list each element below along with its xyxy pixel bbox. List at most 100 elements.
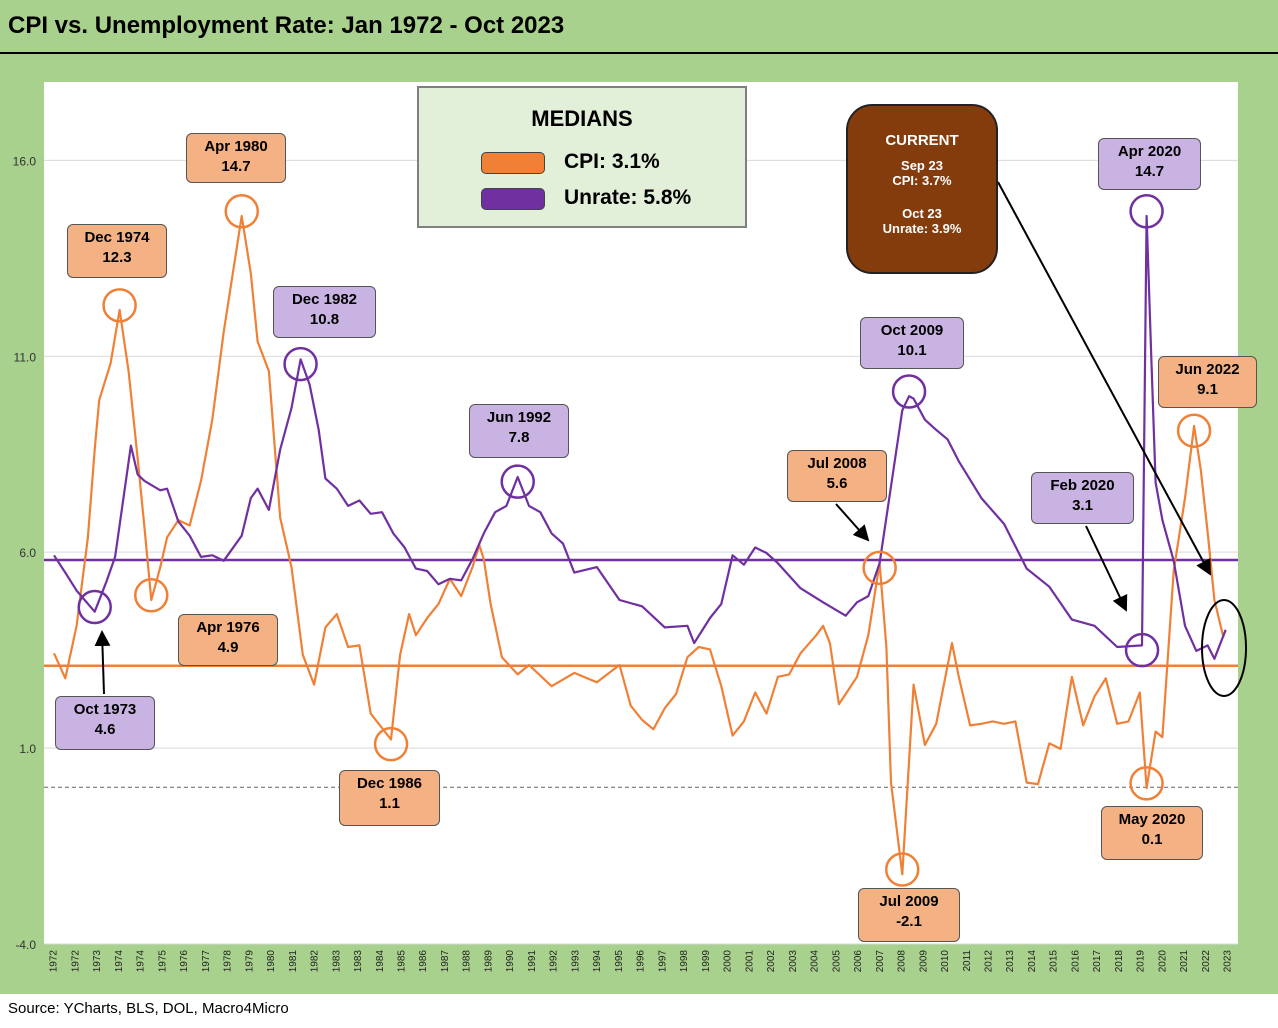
unrate-median-label: Unrate: 5.8% [564, 186, 692, 209]
callout-oct1973: Oct 1973 4.6 [55, 696, 155, 750]
unrate-line [53, 214, 1227, 660]
callout-value: 10.8 [309, 311, 340, 328]
x-tick-label: 1976 [179, 950, 190, 973]
x-tick-label: 1999 [701, 950, 712, 973]
x-tick-label: 2016 [1070, 950, 1081, 973]
current-unrate-value: Unrate: 3.9% [882, 221, 962, 236]
x-tick-label: 2013 [1005, 950, 1016, 973]
x-tick-label: 2017 [1092, 950, 1103, 973]
cpi-median-label: CPI: 3.1% [564, 150, 660, 173]
x-tick-label: 1982 [310, 950, 321, 973]
callout-may2020: May 2020 0.1 [1101, 806, 1203, 860]
x-tick-label: 1991 [527, 950, 538, 973]
callout-date: Feb 2020 [1050, 477, 1115, 494]
chart-frame: 16.0 11.0 6.0 1.0 -4.0 1972 1972 1973 1974 1974 19… [0, 54, 1278, 994]
peak-circle-dec1974 [102, 288, 137, 323]
peak-circle-oct1973 [77, 589, 112, 625]
x-tick-label: 1994 [592, 950, 603, 973]
x-tick-label: 2000 [723, 950, 734, 973]
unrate-swatch [481, 188, 545, 210]
x-tick-label: 1995 [614, 950, 625, 973]
x-tick-label: 1972 [49, 950, 60, 973]
callout-dec1982: Dec 1982 10.8 [273, 286, 376, 338]
arrow-current [997, 181, 1211, 576]
callout-value: 10.1 [897, 342, 927, 359]
x-tick-label: 2021 [1179, 950, 1190, 973]
callout-date: Jul 2008 [807, 455, 867, 472]
callout-value: 14.7 [1134, 163, 1165, 180]
x-tick-label: 2006 [853, 950, 864, 973]
y-tick-label: 6.0 [19, 546, 36, 560]
x-tick-label: 1996 [636, 950, 647, 973]
peak-circle-jul2009 [885, 852, 920, 887]
current-cpi-date: Sep 23 [901, 158, 943, 173]
x-tick-label: 1992 [549, 950, 560, 973]
cpi-line [52, 214, 1225, 876]
arrow-feb2020 [1085, 525, 1128, 612]
peak-circle-jun2022 [1176, 413, 1212, 448]
callout-apr1980: Apr 1980 14.7 [186, 133, 286, 183]
y-tick-label: 11.0 [14, 350, 37, 364]
y-tick-label: 1.0 [19, 742, 36, 756]
callout-dec1974: Dec 1974 12.3 [67, 224, 167, 278]
peak-circle-dec1986 [373, 726, 409, 762]
callout-feb2020: Feb 2020 3.1 [1031, 472, 1134, 524]
callout-jun1992: Jun 1992 7.8 [469, 404, 569, 458]
x-tick-label: 1988 [462, 950, 473, 973]
x-tick-label: 1990 [505, 950, 516, 973]
callout-date: Dec 1986 [356, 775, 423, 792]
x-tick-label: 2012 [983, 950, 994, 973]
x-tick-label: 1981 [288, 950, 299, 973]
x-tick-label: 2022 [1201, 950, 1212, 973]
callout-apr2020: Apr 2020 14.7 [1098, 138, 1201, 190]
x-tick-label: 2011 [962, 950, 973, 972]
x-tick-label: 2007 [875, 950, 886, 973]
callout-value: 0.1 [1141, 831, 1163, 848]
callout-value: 5.6 [826, 475, 848, 492]
peak-circle-oct2009 [891, 374, 927, 409]
peak-circle-feb2020 [1124, 632, 1160, 668]
current-cpi-value: CPI: 3.7% [892, 173, 952, 188]
x-tick-label: 1980 [266, 950, 277, 973]
callout-jul2009: Jul 2009 -2.1 [858, 888, 960, 942]
callout-value: 4.9 [217, 639, 239, 656]
peak-circle-apr1980 [224, 194, 259, 229]
x-tick-label: 2003 [788, 950, 799, 973]
x-tick-label: 1989 [483, 950, 494, 973]
x-tick-label: 2005 [831, 950, 842, 973]
x-tick-label: 2015 [1049, 950, 1060, 973]
callout-value: 7.8 [508, 429, 530, 446]
peak-circle-apr2020 [1129, 194, 1164, 229]
medians-title: MEDIANS [531, 106, 633, 131]
arrow-jul2008 [835, 503, 870, 542]
x-tick-label: 1977 [201, 950, 212, 973]
callout-value: 4.6 [94, 721, 116, 738]
x-tick-label: 1983 [353, 950, 364, 973]
callout-dec1986: Dec 1986 1.1 [339, 770, 440, 826]
callout-jun2022: Jun 2022 9.1 [1158, 356, 1257, 408]
y-tick-label: -4.0 [15, 938, 36, 952]
callout-value: 14.7 [221, 158, 251, 175]
x-tick-label: 1984 [375, 950, 386, 973]
cpi-swatch [481, 152, 545, 174]
callout-date: Jun 2022 [1175, 361, 1240, 378]
current-ellipse [1201, 599, 1247, 697]
callout-date: Apr 2020 [1117, 143, 1182, 160]
current-unrate-date: Oct 23 [902, 206, 942, 221]
peak-circle-apr1976 [134, 578, 169, 613]
x-tick-label: 2020 [1157, 950, 1168, 973]
callout-date: Oct 1973 [73, 701, 137, 718]
x-tick-label: 2023 [1223, 950, 1234, 973]
chart-title: CPI vs. Unemployment Rate: Jan 1972 - Oc… [8, 12, 565, 39]
callout-jul2008: Jul 2008 5.6 [787, 450, 887, 502]
x-tick-label: 1974 [114, 950, 125, 973]
x-tick-label: 1973 [92, 950, 103, 973]
x-tick-label: 1987 [440, 950, 451, 973]
x-tick-label: 2018 [1114, 950, 1125, 973]
x-tick-label: 1985 [396, 950, 407, 973]
x-tick-label: 1983 [331, 950, 342, 973]
callout-apr1976: Apr 1976 4.9 [178, 614, 278, 666]
x-tick-label: 1978 [223, 950, 234, 973]
peak-circle-jun1992 [500, 464, 535, 499]
x-tick-label: 2001 [744, 950, 755, 973]
